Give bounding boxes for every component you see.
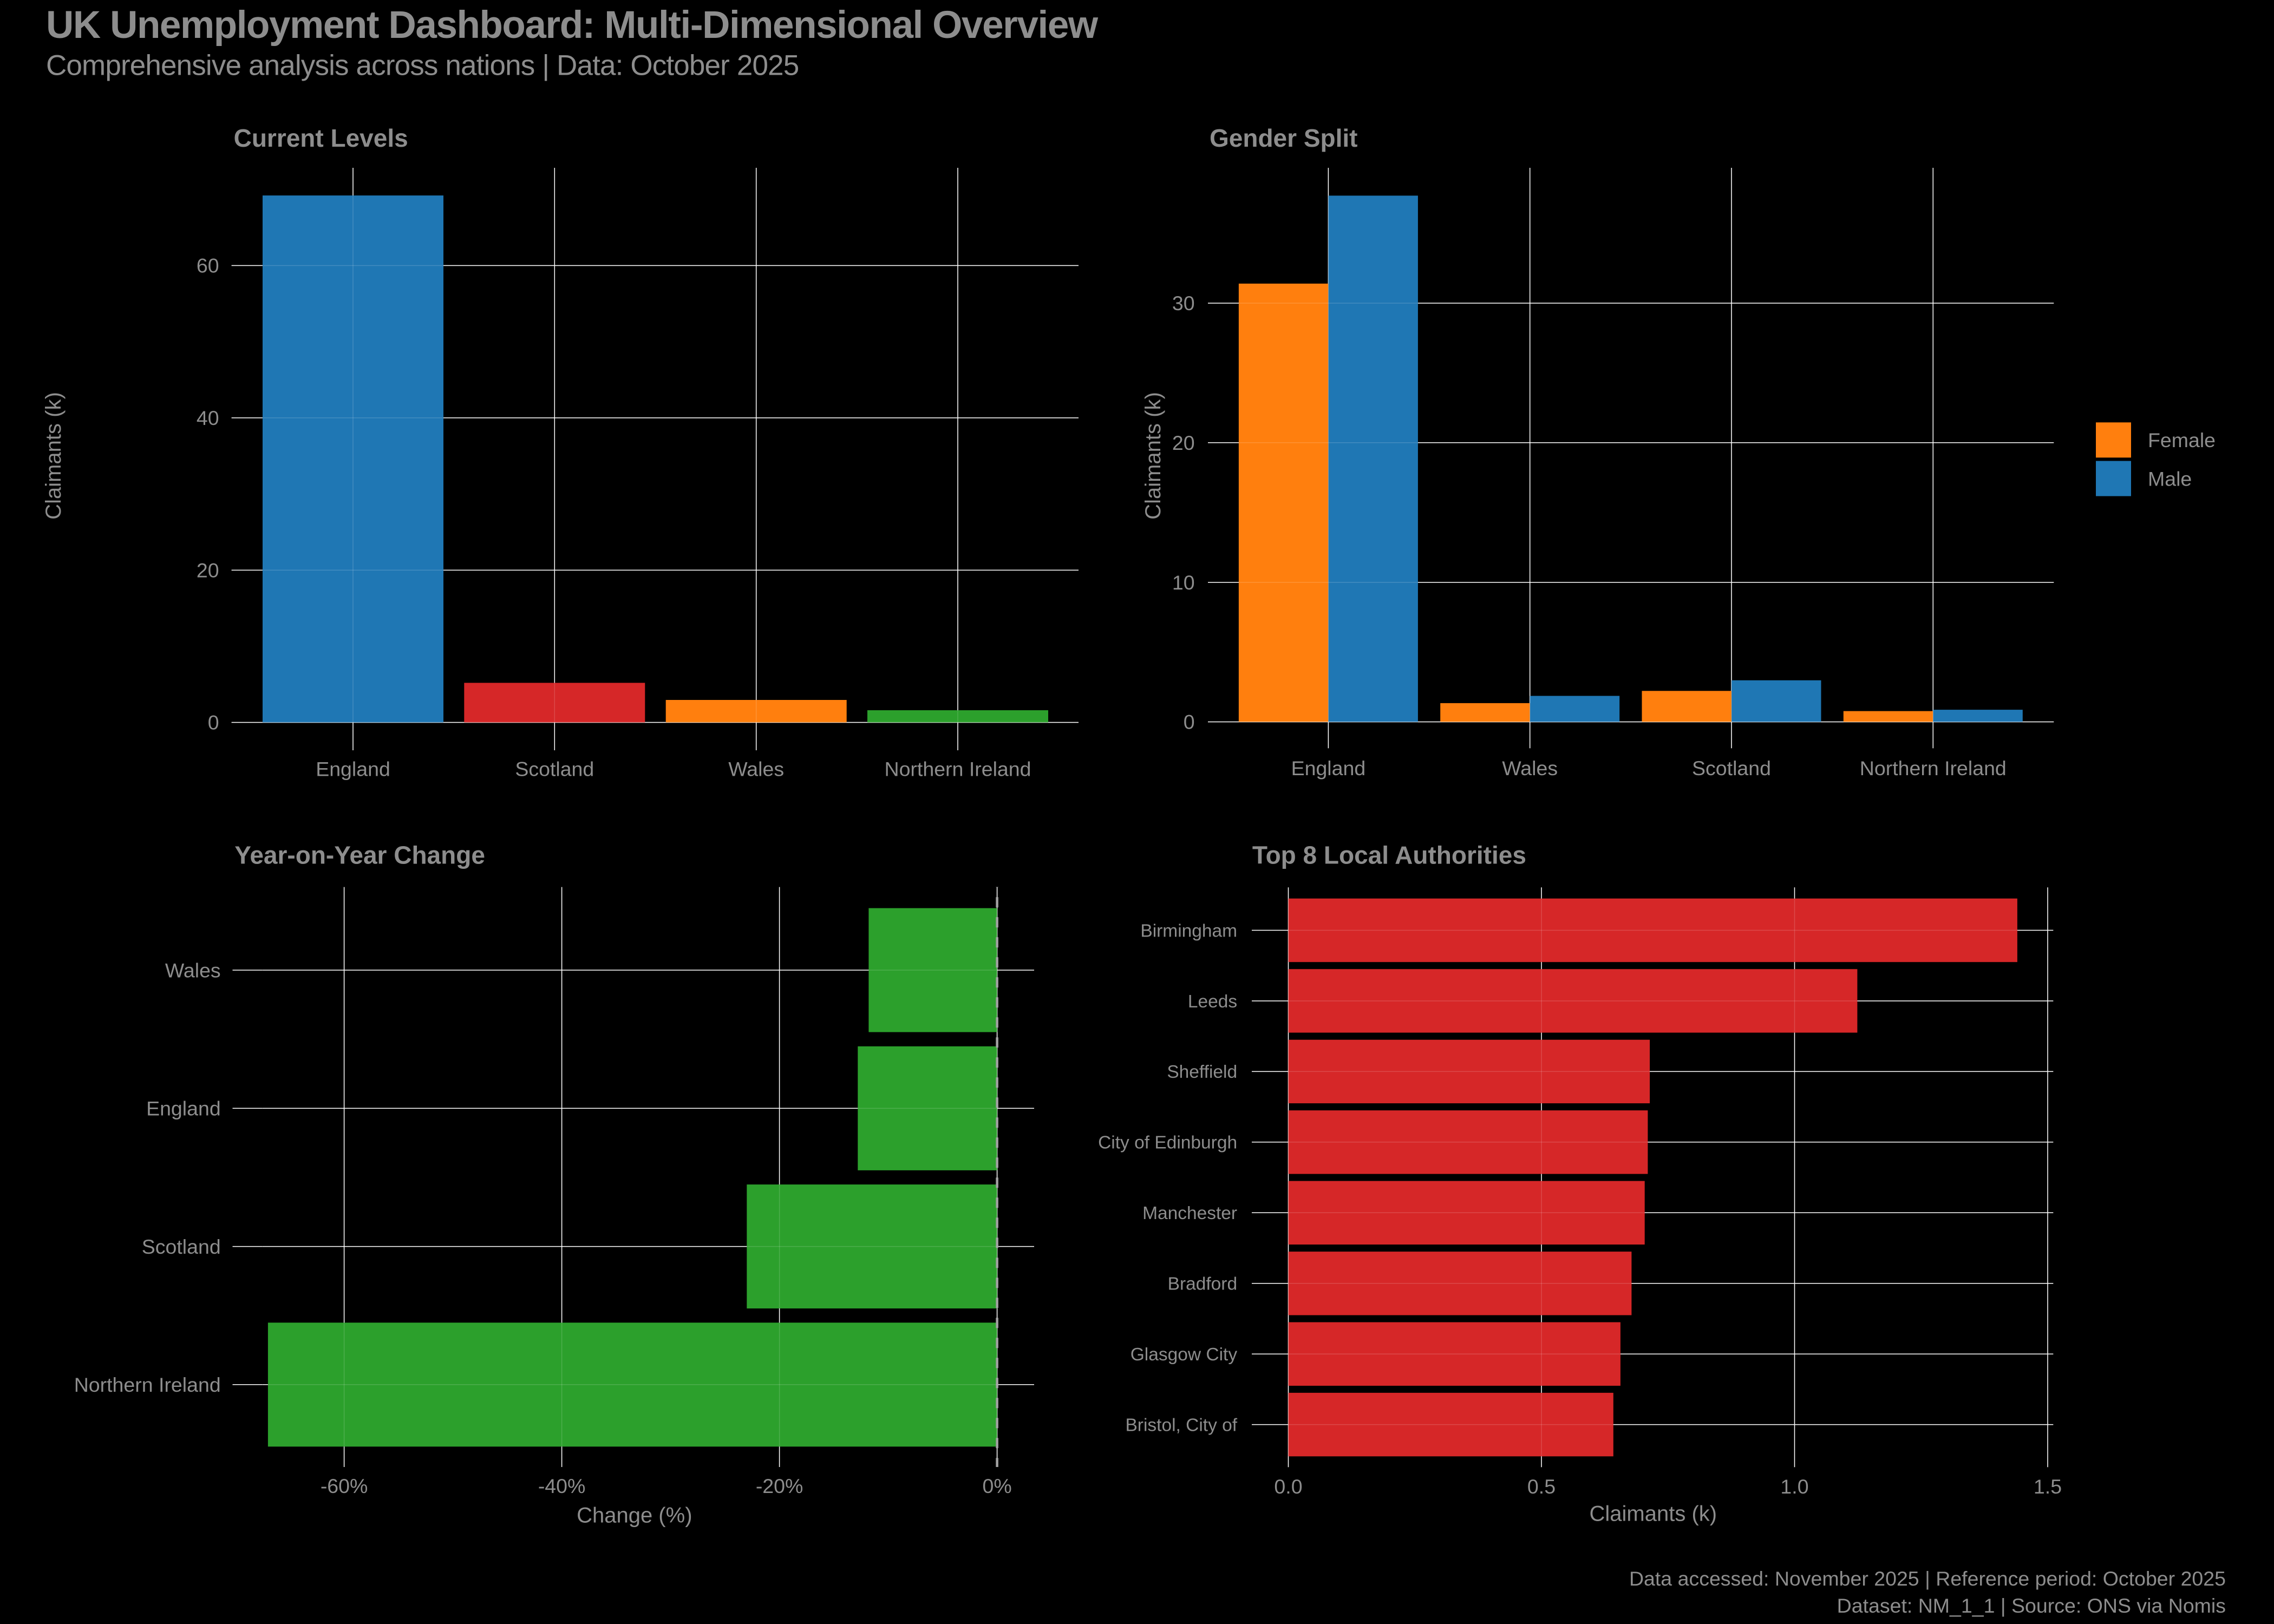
svg-text:Leeds: Leeds: [1188, 992, 1237, 1012]
svg-text:Scotland: Scotland: [1692, 757, 1771, 780]
svg-text:Year-on-Year Change: Year-on-Year Change: [234, 841, 485, 869]
svg-text:1.0: 1.0: [1780, 1475, 1808, 1498]
svg-text:20: 20: [197, 559, 219, 581]
svg-text:Wales: Wales: [1502, 757, 1558, 780]
svg-text:Male: Male: [2148, 467, 2192, 490]
svg-text:Sheffield: Sheffield: [1167, 1062, 1237, 1082]
svg-text:Top 8 Local Authorities: Top 8 Local Authorities: [1252, 841, 1526, 869]
svg-text:Comprehensive analysis across: Comprehensive analysis across nations | …: [46, 50, 799, 82]
svg-text:Claimants (k): Claimants (k): [1141, 392, 1165, 520]
svg-text:-40%: -40%: [538, 1475, 586, 1497]
svg-text:0%: 0%: [982, 1475, 1011, 1497]
svg-text:0.0: 0.0: [1274, 1475, 1302, 1498]
svg-text:England: England: [1291, 757, 1366, 780]
svg-text:40: 40: [197, 407, 219, 429]
svg-text:England: England: [316, 758, 390, 781]
svg-text:0: 0: [208, 711, 219, 734]
svg-text:1.5: 1.5: [2034, 1475, 2062, 1498]
svg-text:Wales: Wales: [165, 959, 221, 981]
svg-text:Scotland: Scotland: [142, 1235, 221, 1258]
svg-text:City of Edinburgh: City of Edinburgh: [1098, 1133, 1237, 1153]
svg-text:UK Unemployment Dashboard: Mul: UK Unemployment Dashboard: Multi-Dimensi…: [46, 4, 1099, 47]
svg-text:-60%: -60%: [321, 1475, 368, 1497]
svg-text:England: England: [146, 1097, 221, 1120]
svg-text:10: 10: [1172, 571, 1195, 594]
svg-text:Wales: Wales: [728, 758, 784, 781]
svg-text:Bristol, City of: Bristol, City of: [1125, 1415, 1237, 1435]
svg-text:Female: Female: [2148, 429, 2216, 451]
svg-text:Scotland: Scotland: [515, 758, 594, 781]
svg-text:Northern Ireland: Northern Ireland: [1860, 757, 2007, 780]
svg-text:Claimants (k): Claimants (k): [42, 392, 66, 520]
svg-text:-20%: -20%: [756, 1475, 803, 1497]
svg-text:Bradford: Bradford: [1168, 1274, 1238, 1294]
svg-text:Birmingham: Birmingham: [1140, 921, 1237, 941]
svg-text:Data accessed: November 2025 |: Data accessed: November 2025 | Reference…: [1629, 1567, 2226, 1590]
svg-text:Manchester: Manchester: [1142, 1203, 1237, 1223]
svg-text:Current Levels: Current Levels: [234, 124, 408, 152]
svg-text:Northern Ireland: Northern Ireland: [74, 1373, 221, 1396]
svg-text:60: 60: [197, 254, 219, 277]
svg-text:Dataset: NM_1_1 | Source: ONS: Dataset: NM_1_1 | Source: ONS via Nomis: [1837, 1594, 2226, 1617]
svg-text:0: 0: [1184, 711, 1195, 734]
svg-text:0.5: 0.5: [1527, 1475, 1556, 1498]
svg-text:Glasgow City: Glasgow City: [1131, 1345, 1238, 1365]
svg-text:20: 20: [1172, 431, 1195, 454]
svg-text:Claimants (k): Claimants (k): [1590, 1502, 1717, 1526]
svg-text:Northern Ireland: Northern Ireland: [885, 758, 1031, 781]
svg-text:30: 30: [1172, 292, 1195, 315]
svg-text:Change (%): Change (%): [577, 1504, 692, 1528]
svg-text:Gender Split: Gender Split: [1210, 124, 1357, 152]
